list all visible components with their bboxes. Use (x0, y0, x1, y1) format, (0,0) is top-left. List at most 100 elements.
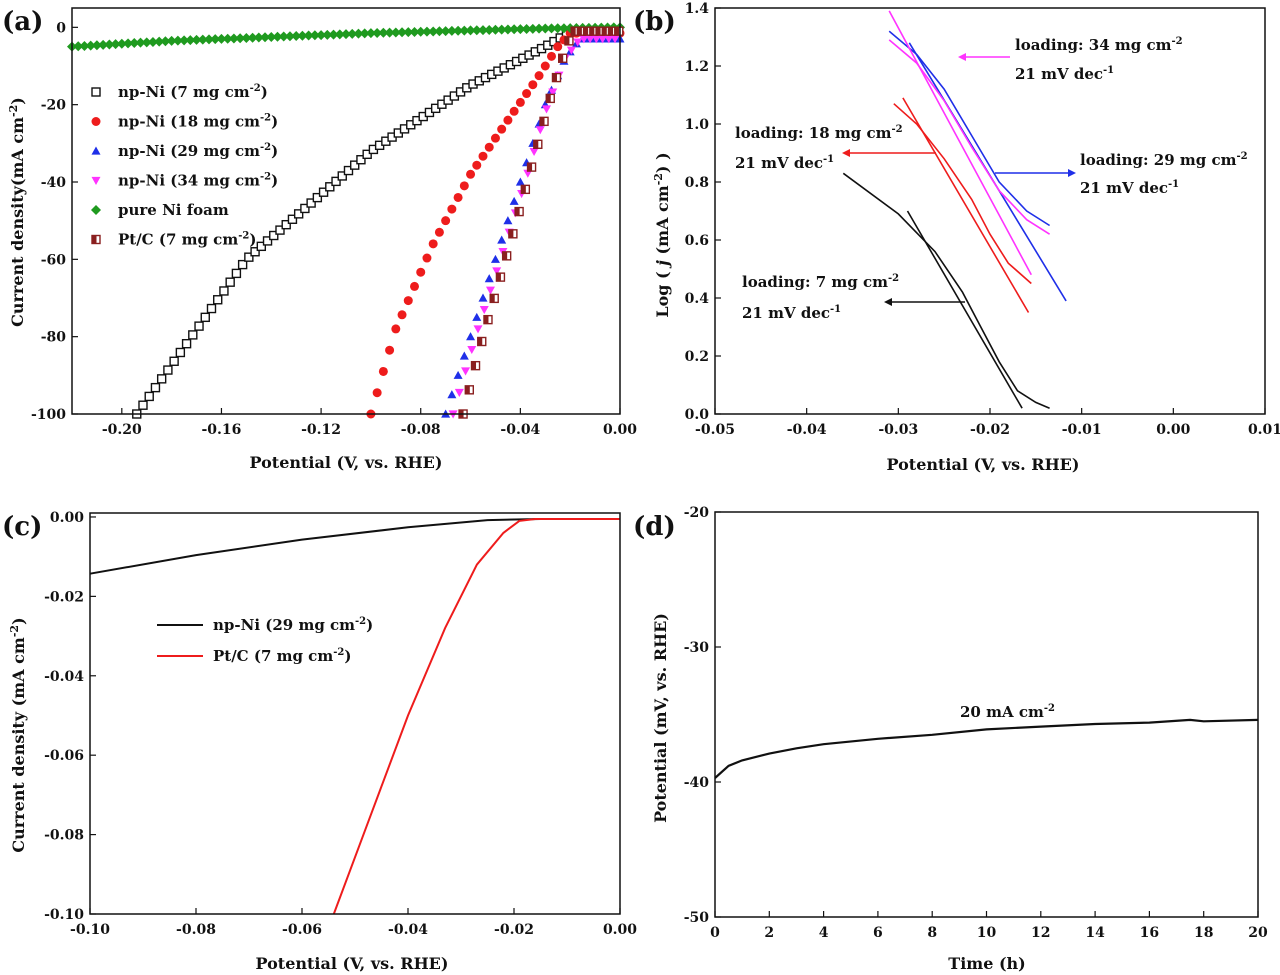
panel-b-ytick-label: 1.2 (685, 59, 709, 75)
legend-a-5-marker (91, 234, 101, 245)
data-point (477, 336, 487, 347)
data-point (297, 30, 308, 41)
data-point (502, 24, 513, 35)
panel-a-ytick-label: 0 (56, 20, 66, 36)
data-point (453, 25, 464, 36)
data-point (564, 36, 574, 46)
data-point (247, 32, 258, 43)
panel-b-xlabel: Potential (V, vs. RHE) (887, 455, 1080, 474)
data-point (459, 25, 470, 36)
panel-d-xtick-label: 4 (819, 925, 829, 941)
panel-c-xtick-label: -0.10 (70, 922, 110, 938)
series-d-0 (714, 718, 1259, 779)
svg-text:loading: 29 mg cm-2: loading: 29 mg cm-2 (1080, 151, 1248, 169)
data-point (542, 105, 552, 114)
svg-text:21 mV dec-1: 21 mV dec-1 (742, 304, 841, 322)
data-point (548, 88, 558, 97)
panel-a-xtick-label: -0.04 (500, 422, 540, 438)
data-point (172, 35, 183, 46)
panel-a-ticks: -0.20 -0.16 -0.12 -0.08 -0.04 0.00 0 -20 -40 -60 -… (31, 20, 637, 438)
legend-a-0: np-Ni (7 mg cm-2) (91, 83, 268, 101)
panel-d-xtick-label: 16 (1140, 925, 1159, 941)
data-point (473, 325, 483, 334)
panel-b-annotation-29: loading: 29 mg cm-2 21 mV dec-1 (995, 151, 1248, 197)
panel-a-frame (71, 7, 621, 415)
panel-a-ytick-label: -60 (41, 252, 67, 268)
data-point (181, 338, 192, 349)
panel-a-series (67, 22, 625, 419)
data-point (362, 149, 372, 160)
legend-a-3-text: np-Ni (34 mg cm-2) (118, 172, 278, 190)
data-point (610, 35, 620, 44)
panel-a-xlabel: Potential (V, vs. RHE) (250, 453, 443, 472)
data-point (194, 321, 204, 331)
data-point (492, 267, 502, 276)
arrowhead-29 (1068, 169, 1076, 177)
svg-text:21 mV dec-1: 21 mV dec-1 (1080, 179, 1179, 197)
data-point (281, 219, 291, 230)
panel-a-ytick-label: -100 (31, 407, 66, 423)
panel-a-xtick-label: -0.16 (201, 422, 241, 438)
data-point (441, 216, 451, 226)
data-point (496, 24, 507, 35)
data-point (384, 27, 395, 38)
data-point (472, 312, 482, 321)
panel-b-ytick-label: 0.6 (685, 233, 709, 249)
data-point (598, 35, 608, 44)
data-point (372, 388, 382, 398)
data-point (416, 267, 426, 277)
panel-b-xtick-label: -0.04 (787, 422, 827, 438)
data-point (497, 124, 507, 134)
panel-d-xtick-label: 18 (1194, 925, 1213, 941)
panel-a-xtick-label: -0.08 (401, 422, 441, 438)
data-point (225, 277, 235, 287)
panel-c-ytick-label: -0.02 (44, 589, 84, 605)
legend-a-2-marker (91, 146, 101, 155)
panel-a-xtick-label: 0.00 (603, 422, 637, 438)
panel-b-annotation-7: loading: 7 mg cm-2 21 mV dec-1 (742, 273, 965, 322)
panel-b-label: (b) (633, 7, 676, 37)
panel-d-ytick-label: -40 (684, 775, 710, 791)
data-point (558, 23, 569, 34)
data-point (466, 169, 476, 179)
data-point (300, 203, 310, 214)
data-point (521, 23, 532, 34)
data-point (422, 253, 432, 263)
data-point (527, 23, 538, 34)
data-point (495, 272, 506, 282)
legend-a-2: np-Ni (29 mg cm-2) (91, 142, 278, 160)
data-point (535, 126, 545, 135)
panel-c-ytick-label: -0.08 (44, 828, 84, 844)
data-point (222, 33, 233, 44)
legend-c-0: np-Ni (29 mg cm-2) (157, 616, 373, 634)
legend-a-3: np-Ni (34 mg cm-2) (91, 172, 278, 190)
data-point (483, 314, 493, 325)
arrowhead-34 (958, 53, 966, 61)
data-point (303, 30, 314, 41)
data-point (534, 23, 545, 34)
data-point (479, 306, 489, 315)
panel-c-ytick-label: -0.10 (44, 907, 84, 923)
data-point (446, 25, 457, 36)
data-point (545, 93, 555, 104)
data-point (306, 198, 316, 208)
data-point (428, 26, 439, 37)
panel-b-xtick-label: -0.05 (695, 422, 735, 438)
data-point (206, 303, 217, 314)
data-point (509, 106, 519, 116)
svg-text:21 mV dec-1: 21 mV dec-1 (735, 154, 834, 172)
data-point (85, 40, 96, 51)
data-point (260, 32, 271, 43)
data-point (378, 366, 388, 376)
data-point (343, 165, 354, 176)
svg-text:21 mV dec-1: 21 mV dec-1 (1015, 65, 1114, 83)
legend-a-0-marker (91, 87, 101, 97)
data-point (253, 32, 264, 43)
panel-b-annotation-18: loading: 18 mg cm-2 21 mV dec-1 (735, 124, 936, 172)
data-point (497, 235, 507, 244)
panel-b-series (842, 10, 1067, 409)
series-b-3 (902, 97, 1030, 313)
panel-b-xtick-label: -0.01 (1062, 422, 1102, 438)
panel-c-ytick-label: 0.00 (50, 510, 84, 526)
data-point (514, 206, 524, 217)
